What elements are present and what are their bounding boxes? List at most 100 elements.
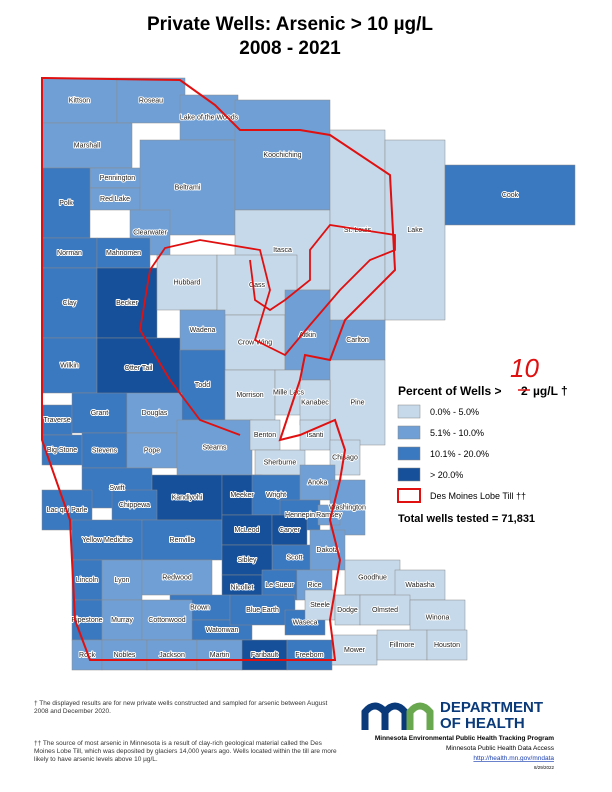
- county: [41, 404, 73, 436]
- county: [116, 77, 186, 124]
- county: [249, 419, 281, 451]
- county-label: Sherburne: [264, 459, 297, 466]
- county-label: Clearwater: [133, 229, 168, 236]
- county: [271, 514, 308, 546]
- logo: DEPARTMENT OF HEALTH Minnesota Environme…: [361, 699, 555, 770]
- logo-date: 8/29/2022: [534, 765, 555, 770]
- county-label: Freeborn: [295, 652, 324, 659]
- county-label: Sibley: [237, 557, 257, 564]
- legend-swatch: [397, 446, 421, 461]
- county-label: Le Sueur: [265, 582, 294, 589]
- county: [444, 164, 576, 226]
- county-label: Winona: [426, 614, 450, 621]
- county-label: Grant: [91, 410, 109, 417]
- county: [96, 237, 151, 269]
- legend-swatch: [397, 425, 421, 440]
- county: [156, 254, 218, 311]
- county-label: Martin: [210, 652, 230, 659]
- county-label: Lyon: [115, 577, 130, 584]
- county: [234, 99, 331, 211]
- county-label: Nicollet: [231, 584, 254, 591]
- county-label: Kandiyohi: [172, 494, 203, 501]
- legend-title-struck: 2: [521, 384, 528, 398]
- county-label: Swift: [109, 485, 124, 492]
- county-label: Pope: [144, 447, 160, 454]
- county: [359, 594, 411, 626]
- county: [71, 559, 103, 601]
- lobe-inner: [139, 224, 396, 436]
- county-label: Mower: [344, 647, 366, 654]
- subtitle: 2008 - 2021: [239, 38, 341, 59]
- county: [71, 392, 128, 434]
- county-label: Norman: [57, 250, 82, 257]
- county: [216, 254, 298, 316]
- county-label: Benton: [254, 432, 276, 439]
- county-label: Otter Tail: [125, 365, 153, 372]
- legend-lobe-swatch: [397, 488, 421, 503]
- county: [141, 599, 193, 641]
- legend-total: Total wells tested = 71,831: [398, 513, 535, 525]
- logo-url[interactable]: http://health.mn.gov/mndata: [473, 755, 554, 762]
- county: [71, 639, 103, 671]
- county-label: Todd: [195, 382, 210, 389]
- county: [299, 464, 336, 501]
- county: [284, 289, 331, 381]
- county-label: Hubbard: [174, 279, 201, 286]
- lobe-outline: [41, 77, 397, 661]
- county: [96, 337, 181, 399]
- county: [344, 559, 401, 596]
- legend-title-start: Percent of Wells >: [398, 384, 501, 398]
- county: [41, 77, 118, 124]
- legend-label: > 20.0%: [430, 470, 463, 480]
- footnote: † The displayed results are for new priv…: [34, 700, 328, 715]
- county: [41, 337, 98, 394]
- county: [71, 599, 103, 641]
- county-label: Itasca: [273, 247, 292, 254]
- county: [101, 599, 143, 641]
- county-label: Carver: [279, 527, 301, 534]
- county: [409, 599, 466, 636]
- logo-access: Minnesota Public Health Data Access: [446, 745, 555, 752]
- county-label: Dakota: [316, 547, 338, 554]
- county: [317, 504, 341, 526]
- county-label: Kittson: [69, 97, 91, 104]
- county-label: Lake of the Woods: [180, 114, 239, 121]
- county-label: Watonwan: [206, 627, 239, 634]
- county-label: Douglas: [142, 410, 168, 417]
- handwritten-annotation: 10: [510, 353, 539, 383]
- county-label: Anoka: [308, 479, 328, 486]
- counties: Kittson Roseau Lake of the Woods Marshall Pe…: [41, 77, 576, 671]
- county-label: Wadena: [190, 327, 216, 334]
- county-label: Wright: [266, 492, 286, 499]
- county: [179, 309, 226, 351]
- logo-line1: DEPARTMENT: [440, 699, 543, 716]
- county-label: Morrison: [236, 392, 263, 399]
- county-label: Becker: [116, 300, 138, 307]
- county-label: Koochiching: [263, 152, 301, 159]
- county: [126, 392, 183, 434]
- county-label: Mahnomen: [106, 250, 141, 257]
- county-label: Crow Wing: [238, 339, 272, 346]
- county-label: Wilkin: [60, 362, 79, 369]
- county-label: Lincoln: [76, 577, 98, 584]
- county-label: Stearns: [202, 444, 227, 451]
- county-label: Chippewa: [119, 502, 150, 509]
- county: [179, 349, 226, 421]
- county-label: Cook: [502, 192, 519, 199]
- county-label: Mille Lacs: [273, 389, 305, 396]
- legend-title-end: µg/L †: [533, 384, 568, 398]
- county-label: Brown: [190, 604, 210, 611]
- county-label: Olmsted: [372, 607, 398, 614]
- county: [176, 419, 253, 476]
- county-label: Redwood: [162, 574, 192, 581]
- county-label: Jackson: [159, 652, 185, 659]
- county: [126, 432, 178, 469]
- county-label: Aitkin: [299, 332, 316, 339]
- logo-program: Minnesota Environmental Public Health Tr…: [375, 735, 554, 742]
- county-label: Pennington: [100, 175, 136, 182]
- legend-swatch: [397, 404, 421, 419]
- county: [101, 639, 148, 671]
- county-label: Steele: [310, 602, 330, 609]
